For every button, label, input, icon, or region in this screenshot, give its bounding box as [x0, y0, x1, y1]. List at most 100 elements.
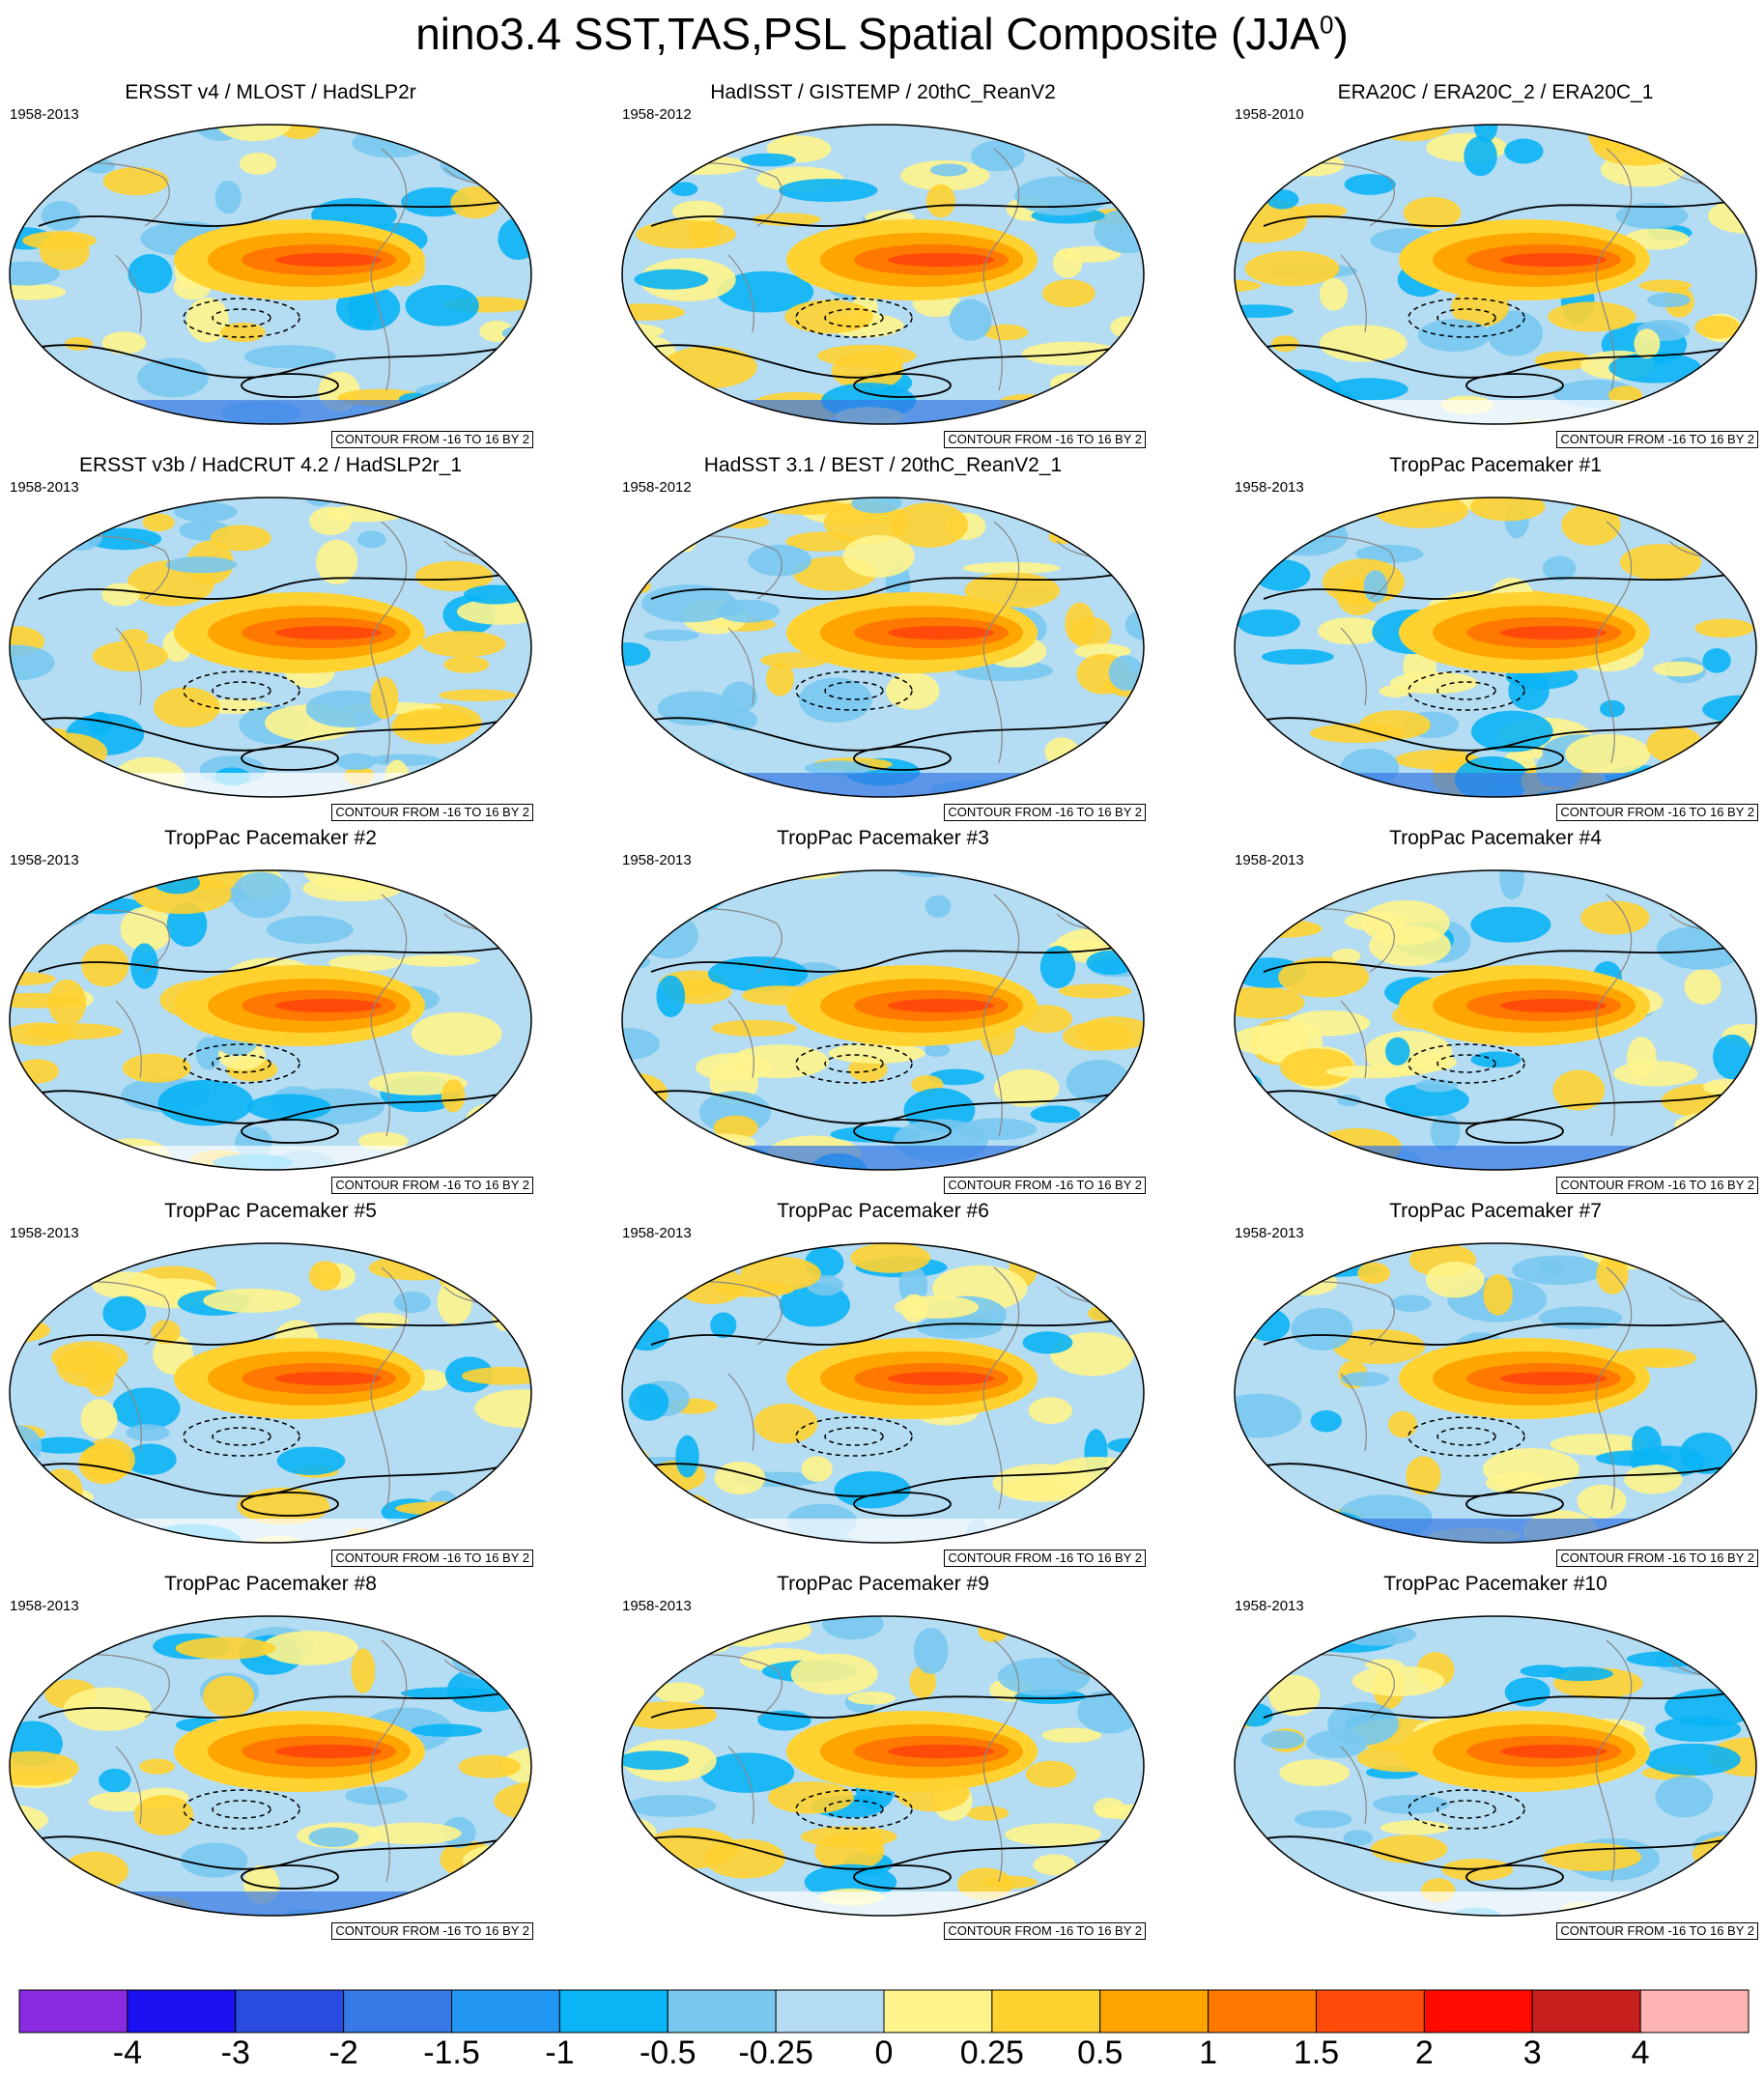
psl-contour-negative: [1437, 1800, 1496, 1819]
anomaly-patch: [358, 1533, 449, 1543]
anomaly-patch: [924, 1042, 951, 1057]
anomaly-patch: [1295, 1809, 1352, 1829]
anomaly-patch: [498, 712, 529, 736]
anomaly-patch: [40, 1468, 83, 1515]
anomaly-patch: [151, 1320, 181, 1345]
anomaly-patch: [1592, 126, 1685, 166]
coastline: [727, 254, 754, 333]
anomaly-patch: [1362, 411, 1397, 424]
anomaly-patch: [112, 1387, 181, 1430]
psl-contour-positive: [38, 574, 503, 600]
psl-contour-negative: [212, 681, 271, 700]
panel-title: TropPac Pacemaker #5: [164, 1200, 377, 1222]
anomaly-patch: [1623, 1527, 1705, 1543]
anomaly-patch: [1389, 671, 1478, 695]
anomaly-patch: [174, 501, 238, 523]
anomaly-patch: [17, 1145, 84, 1170]
panel-title: TropPac Pacemaker #8: [164, 1573, 377, 1595]
panel-period: 1958-2013: [622, 1598, 692, 1614]
anomaly-patch: [674, 519, 698, 553]
panel-period: 1958-2013: [10, 1225, 79, 1241]
anomaly-patch: [779, 178, 878, 202]
anomaly-patch: [1014, 176, 1110, 216]
robinson-map: [621, 1242, 1145, 1544]
anomaly-patch: [1125, 1275, 1144, 1315]
psl-contour-positive: [1243, 341, 1752, 379]
coastline: [115, 1000, 142, 1079]
anomaly-patch: [1235, 1322, 1264, 1345]
anomaly-patch: [707, 956, 809, 992]
anomaly-patch: [1005, 1823, 1102, 1847]
anomaly-patch: [1113, 1503, 1144, 1523]
warm-tongue-peak: [275, 253, 382, 267]
panel-period: 1958-2012: [622, 106, 692, 123]
psl-contour-positive: [1243, 1087, 1752, 1124]
anomaly-patch: [1552, 1069, 1606, 1111]
map-border: [9, 869, 532, 1171]
colorbar-tick-label: -2: [328, 2034, 358, 2071]
anomaly-patch: [45, 1616, 84, 1624]
anomaly-patch: [125, 1443, 177, 1475]
anomaly-patch: [1306, 1729, 1368, 1758]
coastline: [1340, 627, 1367, 706]
colorbar-tick-label: 0: [874, 2034, 894, 2071]
anomaly-patch: [1326, 1243, 1408, 1253]
map-border: [621, 1615, 1145, 1917]
anomaly-patch: [102, 1295, 147, 1331]
psl-contour-positive: [1263, 1692, 1728, 1719]
anomaly-patch: [443, 656, 490, 673]
anomaly-patch: [1343, 1830, 1374, 1846]
anomaly-patch: [10, 1145, 58, 1165]
anomaly-patch: [966, 1806, 1010, 1821]
anomaly-patch: [185, 297, 230, 343]
anomaly-patch: [1361, 899, 1450, 946]
anomaly-patch: [458, 1754, 522, 1778]
anomaly-patch: [1254, 559, 1311, 591]
colorbar-tick-label: 1.5: [1293, 2034, 1340, 2071]
anomaly-patch: [1318, 1243, 1401, 1253]
anomaly-patch: [964, 572, 1060, 610]
colorbar-swatch: [1531, 1989, 1641, 2033]
anomaly-patch: [1235, 1393, 1302, 1438]
warm-tongue-peak: [1500, 626, 1607, 640]
robinson-map: [9, 1242, 532, 1544]
panel-title: TropPac Pacemaker #6: [777, 1200, 989, 1222]
anomaly-patch: [1235, 1246, 1288, 1281]
anomaly-patch: [10, 1243, 44, 1275]
anomaly-patch: [909, 1665, 936, 1698]
anomaly-patch: [1403, 196, 1462, 229]
map-panel: ERSST v4 / MLOST / HadSLP2r 1958-2013 CONT…: [0, 81, 541, 448]
anomaly-patch: [1469, 498, 1546, 522]
anomaly-patch: [1087, 1305, 1118, 1322]
anomaly-patch: [1324, 1894, 1357, 1916]
anomaly-patch: [1370, 1834, 1448, 1863]
coastline: [1340, 254, 1367, 333]
anomaly-patch: [397, 954, 480, 967]
anomaly-patch: [1634, 328, 1661, 359]
anomaly-patch: [706, 870, 806, 879]
anomaly-patch: [925, 184, 955, 218]
anomaly-patch: [31, 1225, 111, 1243]
psl-contour-negative: [212, 1427, 271, 1446]
psl-contour-positive: [1263, 574, 1728, 600]
anomaly-patch: [10, 261, 61, 286]
anomaly-patch: [56, 1347, 119, 1387]
coastline: [982, 894, 1020, 1137]
colorbar-tick-label: 4: [1631, 2034, 1650, 2071]
anomaly-patch: [1619, 544, 1702, 581]
psl-contour-positive: [38, 201, 503, 227]
anomaly-patch: [1647, 293, 1691, 308]
colorbar-swatch: [1099, 1989, 1209, 2033]
anomaly-patch: [1235, 279, 1262, 293]
anomaly-patch: [675, 1616, 754, 1625]
coastline: [982, 148, 1020, 391]
anomaly-patch: [622, 774, 689, 791]
anomaly-patch: [928, 1068, 984, 1086]
anomaly-patch: [1331, 948, 1361, 964]
anomaly-patch: [139, 1758, 175, 1775]
anomaly-patch: [195, 1037, 221, 1070]
anomaly-patch: [462, 1844, 531, 1878]
contour-info-label: CONTOUR FROM -16 TO 16 BY 2: [331, 1177, 533, 1194]
anomaly-patch: [1235, 304, 1294, 318]
anomaly-patch: [1266, 189, 1299, 210]
